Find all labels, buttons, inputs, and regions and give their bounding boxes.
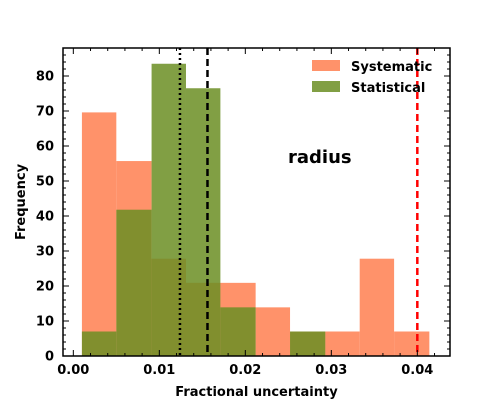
y-tick-label: 0 <box>45 350 54 365</box>
y-tick-label: 80 <box>36 70 54 85</box>
y-tick-label: 50 <box>36 175 54 190</box>
reference-lines <box>178 48 419 356</box>
y-tick-label: 10 <box>36 315 54 330</box>
x-tick-label: 0.00 <box>57 363 89 378</box>
bar-systematic-5 <box>255 307 291 356</box>
y-tick-label: 60 <box>36 140 54 155</box>
y-tick-label: 30 <box>36 245 54 260</box>
bar-systematic-0 <box>81 112 117 357</box>
y-tick-label: 70 <box>36 105 54 120</box>
bar-statistical-0 <box>81 331 117 356</box>
y-axis-label: Frequency <box>14 163 29 240</box>
legend-label-systematic: Systematic <box>351 60 432 75</box>
legend: Systematic Statistical <box>312 60 432 96</box>
x-tick-label: 0.02 <box>229 363 261 378</box>
bar-systematic-9 <box>394 331 430 356</box>
bar-statistical-4 <box>220 307 256 356</box>
chart-annotation: radius <box>288 147 352 168</box>
x-tick-label: 0.03 <box>315 363 347 378</box>
bars-layer <box>81 63 430 357</box>
y-tick-label: 40 <box>36 210 54 225</box>
axis-ticks: 0.00 0.01 0.02 0.03 0.04 0 10 20 30 40 50 60 70 80 <box>36 48 450 378</box>
legend-label-statistical: Statistical <box>351 81 425 96</box>
legend-swatch-systematic <box>312 60 340 71</box>
bar-systematic-7 <box>325 331 360 356</box>
bar-statistical-1 <box>116 209 152 356</box>
x-tick-label: 0.04 <box>401 363 433 378</box>
y-tick-label: 20 <box>36 280 54 295</box>
bar-statistical-3 <box>185 88 221 356</box>
bar-systematic-8 <box>359 258 395 356</box>
x-tick-label: 0.01 <box>143 363 175 378</box>
plot-frame <box>62 47 451 357</box>
x-axis-label: Fractional uncertainty <box>175 385 338 400</box>
legend-swatch-statistical <box>312 81 340 92</box>
bar-statistical-6 <box>290 331 326 356</box>
